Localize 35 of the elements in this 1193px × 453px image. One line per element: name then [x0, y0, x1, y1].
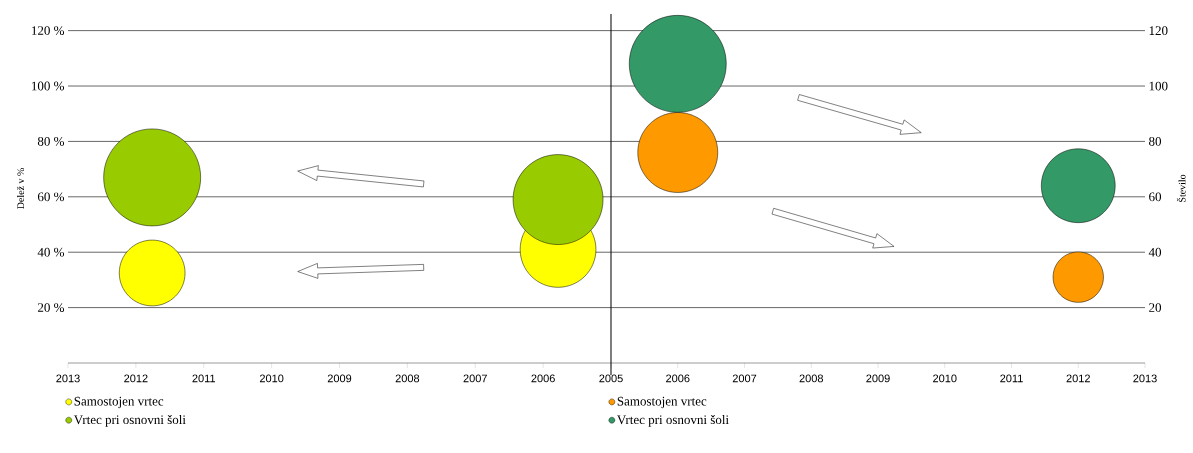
y-tick-label: 80 %: [37, 137, 65, 146]
x-tick-label: 2011: [1000, 374, 1023, 383]
y2-tick-label: 80: [1149, 137, 1162, 146]
y-tick-label: 20 %: [37, 303, 65, 313]
x-tick-label: 2005: [599, 374, 623, 383]
legend-label: Vrtec pri osnovni šoli: [73, 414, 186, 427]
y2-axis-title: Število: [1176, 174, 1186, 202]
y2-tick-label: 60: [1149, 192, 1162, 202]
x-tick-label: 2012: [1066, 374, 1090, 383]
y-tick-label: 120 %: [32, 26, 65, 36]
x-tick-label: 2012: [124, 374, 148, 383]
y-tick-label: 60 %: [37, 192, 65, 202]
x-tick-label: 2007: [732, 374, 757, 383]
x-tick-label: 2010: [933, 374, 957, 383]
x-tick-label: 2008: [395, 374, 420, 383]
y2-tick-label: 20: [1149, 303, 1162, 312]
x-tick-label: 2011: [192, 374, 216, 383]
y-axis-title: Delež v %: [16, 168, 25, 209]
y2-tick-label: 40: [1148, 247, 1162, 257]
x-tick-label: 2007: [463, 374, 487, 383]
x-tick-label: 2009: [327, 374, 352, 383]
y2-tick-label: 120: [1149, 26, 1168, 35]
y-tick-label: 100 %: [32, 81, 65, 91]
y2-tick-label: 100: [1149, 81, 1168, 91]
x-tick-label: 2006: [666, 374, 690, 383]
legend-label: Samostojen vrtec: [74, 396, 164, 409]
x-tick-label: 2008: [799, 374, 824, 383]
x-tick-label: 2009: [866, 374, 890, 383]
x-tick-label: 2013: [1133, 374, 1157, 383]
x-tick-label: 2006: [531, 374, 555, 383]
x-tick-label: 2010: [259, 374, 284, 383]
legend-label: Vrtec pri osnovni šoli: [616, 414, 729, 427]
x-tick-label: 2013: [56, 374, 80, 383]
y-tick-label: 40 %: [37, 247, 65, 257]
legend-label: Samostojen vrtec: [617, 396, 707, 409]
